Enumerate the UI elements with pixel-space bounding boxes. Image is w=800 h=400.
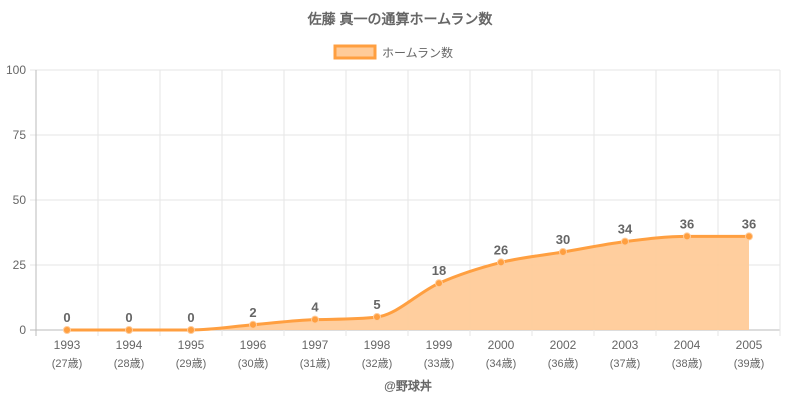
x-tick-label: 1997 — [302, 338, 329, 352]
y-tick-label: 0 — [19, 323, 26, 337]
data-label: 26 — [494, 242, 508, 257]
data-point — [683, 232, 691, 241]
data-point — [497, 258, 505, 267]
data-label: 18 — [432, 263, 446, 278]
x-tick-age-label: (28歳) — [114, 357, 145, 370]
y-tick-label: 75 — [13, 128, 27, 142]
data-label: 0 — [187, 310, 194, 325]
x-tick-age-label: (39歳) — [734, 357, 765, 370]
x-tick-label: 2004 — [674, 338, 701, 352]
x-tick-age-label: (36歳) — [548, 357, 579, 370]
x-tick-age-label: (30歳) — [238, 357, 269, 370]
y-tick-label: 25 — [13, 258, 27, 272]
data-label: 4 — [311, 300, 319, 315]
data-label: 34 — [618, 222, 633, 237]
legend-swatch — [333, 44, 377, 60]
x-tick-age-label: (31歳) — [300, 357, 331, 370]
x-tick-age-label: (37歳) — [610, 357, 641, 370]
x-tick-age-label: (33歳) — [424, 357, 455, 370]
data-label: 36 — [680, 216, 694, 231]
x-tick-label: 2003 — [612, 338, 639, 352]
data-point — [435, 279, 443, 288]
data-point — [745, 232, 753, 241]
data-point — [125, 326, 133, 334]
x-tick-label: 2000 — [488, 338, 515, 352]
x-tick-age-label: (29歳) — [176, 357, 207, 370]
data-point — [373, 313, 381, 321]
x-tick-age-label: (32歳) — [362, 357, 393, 370]
x-tick-age-label: (27歳) — [52, 357, 83, 370]
data-label: 36 — [742, 216, 756, 231]
x-tick-label: 1995 — [178, 338, 205, 352]
x-tick-label: 1993 — [54, 338, 81, 352]
data-point — [311, 315, 319, 324]
data-point — [187, 326, 195, 334]
data-label: 2 — [249, 305, 256, 320]
legend[interactable]: ホームラン数 — [333, 44, 453, 60]
series-area — [67, 236, 749, 330]
legend-label: ホームラン数 — [382, 45, 453, 60]
data-point — [621, 237, 629, 246]
data-point — [63, 326, 71, 334]
credit: @野球丼 — [384, 378, 432, 393]
x-tick-label: 1996 — [240, 338, 267, 352]
x-tick-label: 1994 — [116, 338, 143, 352]
data-point — [249, 320, 257, 329]
x-tick-label: 1998 — [364, 338, 391, 352]
data-label: 0 — [125, 310, 132, 325]
x-tick-age-label: (38歳) — [672, 357, 703, 370]
y-tick-label: 50 — [13, 193, 27, 207]
x-tick-label: 2005 — [736, 338, 763, 352]
x-tick-age-label: (34歳) — [486, 357, 517, 370]
data-label: 30 — [556, 232, 570, 247]
chart-title: 佐藤 真一の通算ホームラン数 — [307, 11, 494, 27]
y-tick-label: 100 — [6, 63, 26, 77]
x-tick-label: 1999 — [426, 338, 453, 352]
x-tick-label: 2002 — [550, 338, 577, 352]
data-point — [559, 248, 567, 256]
data-label: 5 — [373, 297, 380, 312]
data-label: 0 — [63, 310, 70, 325]
